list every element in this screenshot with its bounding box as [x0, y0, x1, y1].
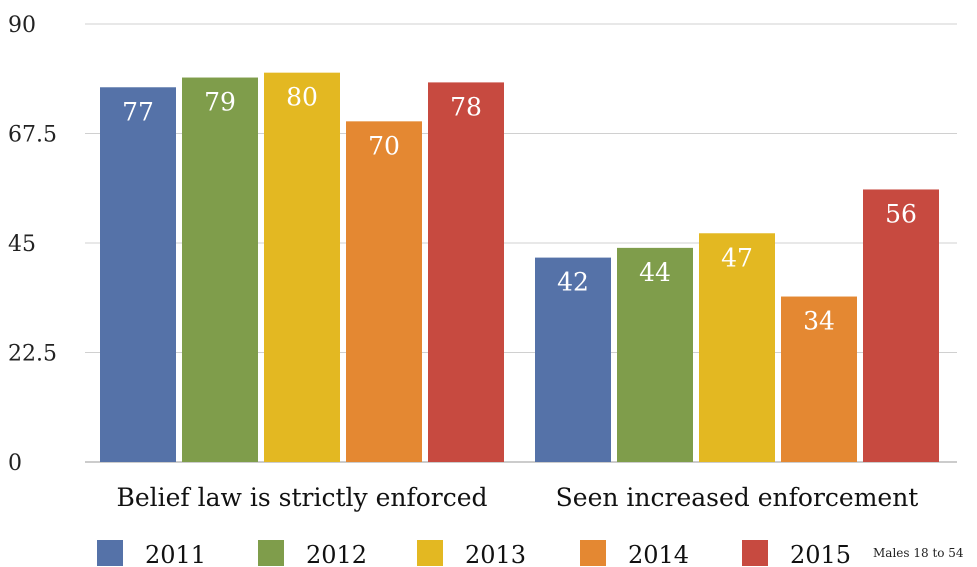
legend-label: 2011: [145, 541, 206, 567]
bar-value-label: 44: [639, 258, 671, 287]
category-labels: Belief law is strictly enforced Seen incr…: [116, 483, 918, 512]
legend-swatch: [417, 540, 443, 566]
bar: [346, 121, 422, 462]
bar: [781, 296, 857, 462]
bars: [100, 72, 939, 463]
y-tick-label: 45: [8, 232, 36, 257]
bar: [428, 82, 504, 463]
chart-note: Males 18 to 54: [873, 546, 964, 560]
legend-swatch: [742, 540, 768, 566]
y-tick-label: 22.5: [8, 342, 57, 367]
bar-value-label: 47: [721, 243, 753, 272]
bar: [863, 189, 939, 462]
bar-value-label: 80: [286, 83, 318, 112]
bar-value-label: 79: [204, 88, 236, 117]
bar: [182, 77, 258, 463]
bar: [699, 233, 775, 462]
legend: 2011 2012 2013 2014 2015: [97, 540, 851, 567]
y-tick-label: 67.5: [8, 123, 57, 148]
bar-value-label: 77: [122, 97, 154, 126]
legend-swatch: [580, 540, 606, 566]
y-tick-label: 90: [8, 13, 36, 38]
data-labels: 77 79 80 70 78 42 44 47 34 56: [122, 83, 917, 336]
bar: [100, 87, 176, 463]
bar: [264, 72, 340, 463]
legend-label: 2014: [628, 541, 689, 567]
bar-value-label: 78: [450, 92, 482, 121]
y-tick-label: 0: [8, 451, 22, 476]
bar-value-label: 56: [885, 199, 917, 228]
category-label: Belief law is strictly enforced: [116, 483, 487, 512]
bar-value-label: 34: [803, 307, 835, 336]
bar-value-label: 70: [368, 131, 400, 160]
legend-label: 2012: [306, 541, 367, 567]
bar-value-label: 42: [557, 268, 589, 297]
legend-label: 2013: [465, 541, 526, 567]
legend-label: 2015: [790, 541, 851, 567]
legend-swatch: [97, 540, 123, 566]
bar: [535, 257, 611, 462]
bar: [617, 247, 693, 462]
category-label: Seen increased enforcement: [556, 483, 919, 512]
legend-swatch: [258, 540, 284, 566]
y-axis-ticks: 0 22.5 45 67.5 90: [8, 13, 57, 476]
